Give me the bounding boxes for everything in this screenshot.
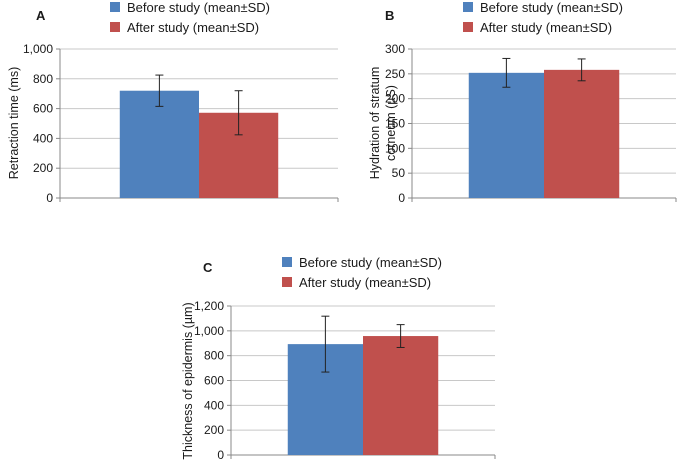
- panel-b-tick-label: 200: [385, 92, 405, 106]
- panel-c-tick-label: 0: [217, 448, 224, 462]
- panel-b-bar-after: [544, 69, 620, 198]
- panel-a-legend-swatch: [110, 22, 120, 32]
- panel-a-tick-label: 0: [46, 191, 53, 205]
- panel-b-tick-label: 0: [398, 191, 405, 205]
- panel-b-y-axis-label: Hydration of stratum: [368, 67, 382, 180]
- panel-c-bar-after: [363, 336, 439, 455]
- panel-c-legend-swatch: [282, 257, 292, 267]
- panel-c-letter: C: [203, 260, 213, 275]
- panel-a-tick-label: 600: [33, 102, 53, 116]
- panel-a-legend-label: Before study (mean±SD): [127, 0, 270, 15]
- panel-b-tick-label: 250: [385, 67, 405, 81]
- panel-c-legend-swatch: [282, 277, 292, 287]
- panel-a-legend-swatch: [110, 2, 120, 12]
- panel-c-tick-label: 600: [204, 374, 224, 388]
- panel-b-tick-label: 50: [392, 166, 406, 180]
- panel-a-tick-label: 1,000: [23, 42, 53, 56]
- panel-b-legend-swatch: [463, 22, 473, 32]
- panel-b-legend-label: After study (mean±SD): [480, 20, 612, 35]
- panel-a-tick-label: 800: [33, 72, 53, 86]
- panel-b-bar-before: [468, 72, 544, 198]
- panel-b-tick-label: 150: [385, 117, 405, 131]
- panel-b-tick-label: 300: [385, 42, 405, 56]
- panel-c-tick-label: 200: [204, 423, 224, 437]
- panel-c-legend-label: After study (mean±SD): [299, 275, 431, 290]
- panel-a-bar-before: [119, 90, 199, 198]
- panel-b-letter: B: [385, 8, 394, 23]
- panel-a-tick-label: 200: [33, 161, 53, 175]
- panel-c-tick-label: 800: [204, 349, 224, 363]
- panel-a-legend-label: After study (mean±SD): [127, 20, 259, 35]
- panel-b-legend-swatch: [463, 2, 473, 12]
- panel-c-tick-label: 400: [204, 398, 224, 412]
- panel-c-y-axis-label: Thickness of epidermis (µm): [181, 302, 195, 459]
- panel-c-legend-label: Before study (mean±SD): [299, 255, 442, 270]
- panel-a-letter: A: [36, 8, 46, 23]
- panel-a-tick-label: 400: [33, 131, 53, 145]
- panel-c-tick-label: 1,000: [194, 324, 224, 338]
- panel-b-legend-label: Before study (mean±SD): [480, 0, 623, 15]
- panel-a-y-axis-label: Retraction time (ms): [7, 67, 21, 180]
- panel-b-tick-label: 100: [385, 141, 405, 155]
- panel-b-y-axis-label: corneum (µS): [384, 85, 398, 161]
- panel-c-tick-label: 1,200: [194, 299, 224, 313]
